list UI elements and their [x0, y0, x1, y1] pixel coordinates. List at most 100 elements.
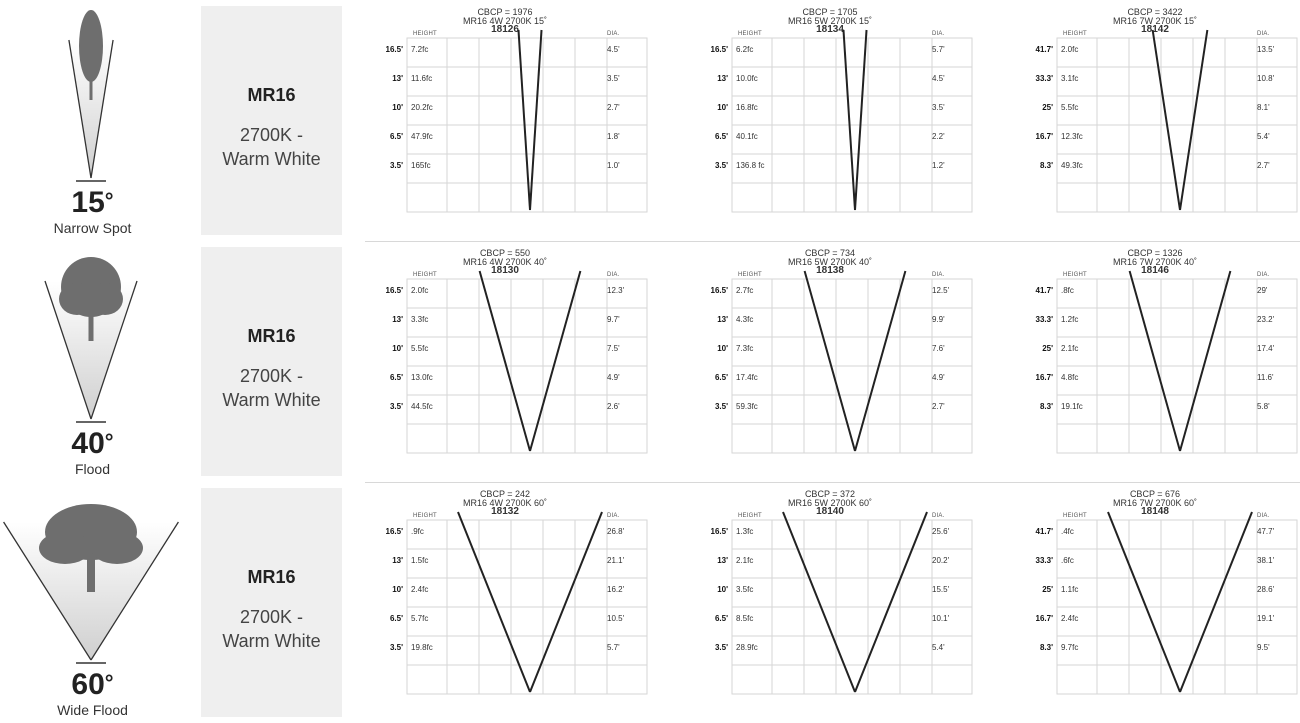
beam-diameter: 2.6'	[607, 402, 620, 411]
chart-cbcp: CBCP = 3422	[1127, 7, 1183, 17]
chart-model: MR16 4W 2700K 15˚	[462, 16, 548, 26]
color-name: Warm White	[222, 631, 321, 651]
product-label-panel: MR16 2700K - Warm White	[201, 6, 342, 235]
mount-height: 3.5'	[714, 643, 728, 652]
beam-edge-right	[90, 39, 114, 179]
beam-diameter: 4.5'	[932, 74, 945, 83]
lamp-model: MR16	[247, 326, 296, 346]
beam-type-label: Narrow Spot	[53, 220, 132, 236]
chart-cbcp: CBCP = 734	[804, 248, 856, 258]
chart-model: MR16 5W 2700K 60˚	[787, 498, 873, 508]
beam-diameter: 1.8'	[607, 132, 620, 141]
footcandle-value: 4.8fc	[1061, 373, 1079, 382]
height-column-header: HEIGHT	[738, 272, 762, 278]
beam-diameter: 9.7'	[607, 315, 620, 324]
beam-angle-value: 40	[71, 427, 105, 460]
mount-height: 16.5'	[385, 45, 403, 54]
fixture-row: 15° Narrow Spot MR16 2700K - Warm White CBCP …	[0, 0, 1300, 241]
chart-model: MR16 4W 2700K 40˚	[462, 257, 548, 267]
dia-column-header: DIA.	[1257, 513, 1270, 519]
beam-diameter: 9.5'	[1257, 643, 1270, 652]
dia-column-header: DIA.	[1257, 31, 1270, 37]
photometric-chart: CBCP = 372 MR16 5W 2700K 60˚ 18140 HEIGHT DI…	[680, 482, 980, 723]
beam-diameter: 12.5'	[932, 286, 950, 295]
chart-cbcp: CBCP = 550	[479, 248, 531, 258]
mount-height: 3.5'	[389, 643, 403, 652]
footcandle-value: 2.1fc	[1061, 344, 1079, 353]
beam-line-left	[478, 270, 531, 452]
dia-column-header: DIA.	[607, 31, 620, 37]
chart-model: MR16 7W 2700K 40˚	[1112, 257, 1198, 267]
dia-column-header: DIA.	[607, 272, 620, 278]
mount-height: 16.7'	[1035, 132, 1053, 141]
beam-line-left	[803, 270, 856, 452]
beam-diameter: 4.9'	[932, 373, 945, 382]
mount-height: 25'	[1042, 585, 1053, 594]
degree-symbol: °	[104, 188, 114, 213]
mount-height: 16.7'	[1035, 614, 1053, 623]
beam-diameter: 25.6'	[932, 527, 950, 536]
height-column-header: HEIGHT	[413, 31, 437, 37]
beam-diameter: 5.8'	[1257, 402, 1270, 411]
beam-angle: 60°	[0, 670, 185, 700]
beam-edge-left	[44, 280, 92, 420]
mount-height: 16.7'	[1035, 373, 1053, 382]
footcandle-value: 165fc	[411, 161, 431, 170]
beam-line-left	[1107, 511, 1181, 693]
chart-sku: 18130	[491, 265, 519, 276]
mount-height: 41.7'	[1035, 286, 1053, 295]
beam-diameter: 19.1'	[1257, 614, 1275, 623]
mount-height: 25'	[1042, 103, 1053, 112]
beam-edge-left	[68, 39, 92, 179]
chart-model: MR16 5W 2700K 40˚	[787, 257, 873, 267]
beam-diameter: 12.3'	[607, 286, 625, 295]
fixture-row: 60° Wide Flood MR16 2700K - Warm White CBCP =…	[0, 482, 1300, 723]
beam-diameter: 5.7'	[607, 643, 620, 652]
beam-angle-value: 60	[71, 668, 105, 701]
footcandle-value: 2.0fc	[1061, 45, 1079, 54]
beam-diameter: 3.5'	[607, 74, 620, 83]
photometric-chart: CBCP = 1705 MR16 5W 2700K 15˚ 18134 HEIGHT D…	[680, 0, 980, 241]
footcandle-value: 10.0fc	[736, 74, 758, 83]
footcandle-value: 1.3fc	[736, 527, 754, 536]
fixture-row: 40° Flood MR16 2700K - Warm White CBCP = 550 M…	[0, 241, 1300, 482]
footcandle-value: 7.2fc	[411, 45, 429, 54]
mount-height: 16.5'	[710, 527, 728, 536]
beam-diameter: 20.2'	[932, 556, 950, 565]
beam-diameter: 2.7'	[607, 103, 620, 112]
beam-line-left	[842, 29, 856, 211]
mount-height: 6.5'	[389, 373, 403, 382]
footcandle-value: .9fc	[411, 527, 424, 536]
height-column-header: HEIGHT	[1063, 513, 1087, 519]
mount-height: 8.3'	[1039, 643, 1053, 652]
footcandle-value: 1.5fc	[411, 556, 429, 565]
chart-grid	[406, 29, 648, 213]
beam-angle: 15°	[0, 188, 185, 218]
beam-diameter: 2.7'	[932, 402, 945, 411]
beam-diameter: 23.2'	[1257, 315, 1275, 324]
beam-diameter: 10.1'	[932, 614, 950, 623]
beam-line-right	[1179, 29, 1209, 211]
mount-height: 3.5'	[389, 161, 403, 170]
height-column-header: HEIGHT	[413, 272, 437, 278]
row-divider	[365, 241, 1300, 242]
chart-sku: 18148	[1141, 506, 1169, 517]
mount-height: 16.5'	[710, 286, 728, 295]
chart-model: MR16 7W 2700K 15˚	[1112, 16, 1198, 26]
footcandle-value: 2.7fc	[736, 286, 754, 295]
beam-line-right	[529, 511, 603, 693]
beam-graphic	[3, 504, 179, 664]
mount-height: 33.3'	[1035, 74, 1053, 83]
chart-grid	[1056, 29, 1298, 213]
footcandle-value: 2.4fc	[411, 585, 429, 594]
beam-diameter: 17.4'	[1257, 344, 1275, 353]
footcandle-value: 16.8fc	[736, 103, 758, 112]
beam-illustration: 60° Wide Flood	[0, 482, 185, 723]
beam-diameter: 11.6'	[1257, 373, 1274, 382]
mount-height: 13'	[717, 315, 728, 324]
beam-angle-value: 15	[71, 186, 105, 219]
mount-height: 16.5'	[385, 527, 403, 536]
tree-canopy	[39, 532, 91, 564]
photometric-chart: CBCP = 1976 MR16 4W 2700K 15˚ 18126 HEIGHT D…	[355, 0, 655, 241]
chart-sku: 18146	[1141, 265, 1169, 276]
